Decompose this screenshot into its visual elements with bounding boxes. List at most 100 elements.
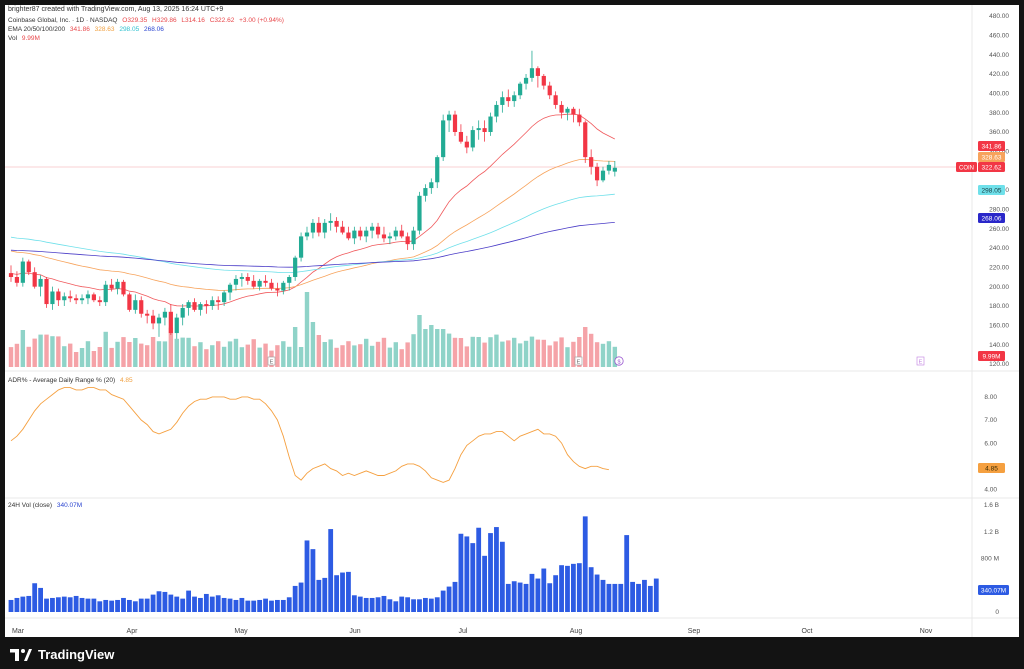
volume-bar: [452, 337, 458, 367]
vol24-bar: [428, 598, 434, 612]
candle-body: [452, 114, 458, 132]
vol24-bar: [576, 563, 582, 612]
candle-body: [20, 261, 25, 283]
adr-axis-tick: 4.00: [984, 487, 997, 494]
candle-body: [103, 284, 108, 303]
candle-body: [429, 182, 434, 189]
vol24-bar: [535, 578, 541, 612]
vol24-axis-tick: 0: [995, 609, 999, 616]
volume-bar: [257, 347, 262, 367]
candle-body: [589, 157, 594, 167]
volume-bar: [245, 344, 250, 367]
ema-legend[interactable]: EMA 20/50/100/200 341.86 328.63 298.05 2…: [8, 26, 167, 34]
vol24-bar: [310, 549, 316, 612]
vol24-bar: [44, 598, 49, 612]
candle-body: [476, 128, 481, 131]
dividend-icon[interactable]: $: [614, 356, 624, 366]
volume-bar: [565, 347, 570, 367]
vol24-bar: [251, 600, 257, 612]
adr-legend[interactable]: ADR% - Average Daily Range % (20) 4.85: [8, 377, 136, 385]
volume-bar: [103, 331, 108, 367]
vol24-bar: [50, 597, 55, 612]
svg-text:322.62: 322.62: [982, 165, 1002, 172]
volume-bar: [364, 338, 369, 367]
candle-body: [222, 292, 227, 303]
volume-bar: [500, 341, 505, 367]
candle-body: [375, 226, 381, 235]
vol24-bar: [221, 597, 227, 612]
candle-body: [488, 116, 493, 132]
volume-bar: [506, 340, 511, 367]
candle-body: [328, 220, 333, 223]
volume-bar: [20, 330, 26, 367]
vol24-axis-tick: 1.2 B: [984, 529, 999, 536]
vol-legend[interactable]: Vol 9.99M: [8, 35, 43, 43]
candle-body: [594, 166, 600, 181]
vol24-bar: [328, 529, 334, 612]
candle-body: [322, 222, 327, 233]
candle-body: [370, 226, 375, 231]
vol24-bar: [275, 599, 280, 612]
price-axis-tick: 380.00: [989, 110, 1009, 117]
candle-body: [612, 167, 617, 172]
vol24-bar: [630, 581, 635, 612]
volume-bar: [606, 341, 612, 367]
vol24-bar: [233, 599, 239, 612]
time-axis-label: Aug: [570, 628, 583, 635]
candle-body: [340, 226, 345, 233]
candle-body: [74, 298, 79, 301]
vol24-bar: [73, 595, 79, 612]
adr-axis-tick: 8.00: [984, 394, 997, 401]
candle-body: [458, 132, 464, 142]
volume-bar: [352, 345, 357, 367]
vol24-bar: [227, 598, 233, 612]
vol24-bar: [239, 597, 245, 612]
vol24-bar: [464, 536, 470, 612]
candle-body: [417, 195, 422, 231]
ema-label: EMA 20/50/100/200: [8, 26, 66, 33]
volume-bar: [322, 342, 327, 367]
earnings-marker[interactable]: E: [267, 356, 276, 366]
price-axis-tick: 220.00: [989, 265, 1009, 272]
volume-bar: [304, 292, 310, 367]
vol24-bar: [215, 595, 221, 612]
candle-body: [435, 157, 440, 183]
vol24-bar: [38, 587, 43, 612]
price-axis-tick: 280.00: [989, 207, 1009, 214]
volume-bar: [79, 348, 85, 367]
adr-title: ADR% - Average Daily Range % (20): [8, 377, 116, 384]
volume-bar: [435, 329, 440, 367]
tradingview-logo[interactable]: TradingView: [10, 647, 114, 662]
candle-body: [127, 294, 132, 310]
candle-body: [464, 141, 469, 148]
candle-body: [577, 114, 582, 123]
vol24-bar: [180, 598, 186, 612]
earnings-marker-future[interactable]: E: [916, 356, 925, 366]
vol24-legend[interactable]: 24H Vol (close) 340.07M: [8, 502, 85, 510]
earnings-marker[interactable]: E: [574, 356, 583, 366]
candle-body: [68, 296, 73, 299]
vol24-bar: [351, 595, 357, 612]
volume-bar: [583, 327, 588, 367]
candle-body: [8, 273, 14, 277]
volume-bar: [38, 334, 43, 367]
adr-axis-tick: 7.00: [984, 417, 997, 424]
candle-body: [162, 311, 168, 318]
volume-bar: [600, 343, 606, 367]
volume-bar: [476, 337, 481, 367]
change-value: +3.00 (+0.94%): [239, 17, 284, 24]
vol24-bar: [280, 599, 286, 612]
chart-frame: brighter87 created with TradingView.com,…: [5, 5, 1019, 637]
volume-price-label: 9.99M: [978, 351, 1005, 361]
chart-canvas[interactable]: 480.00 460.00 440.00 420.00 400.00 380.00 360.…: [5, 5, 1019, 637]
vol24-bar: [393, 601, 399, 612]
volume-bar: [298, 347, 304, 367]
candle-body: [393, 230, 398, 237]
time-axis-label: Jul: [459, 628, 468, 635]
candle-body: [269, 282, 274, 289]
price-axis-tick: 180.00: [989, 303, 1009, 310]
volume-bar: [482, 342, 487, 367]
candle-body: [446, 114, 452, 121]
candle-body: [121, 281, 126, 295]
candle-body: [298, 236, 304, 258]
